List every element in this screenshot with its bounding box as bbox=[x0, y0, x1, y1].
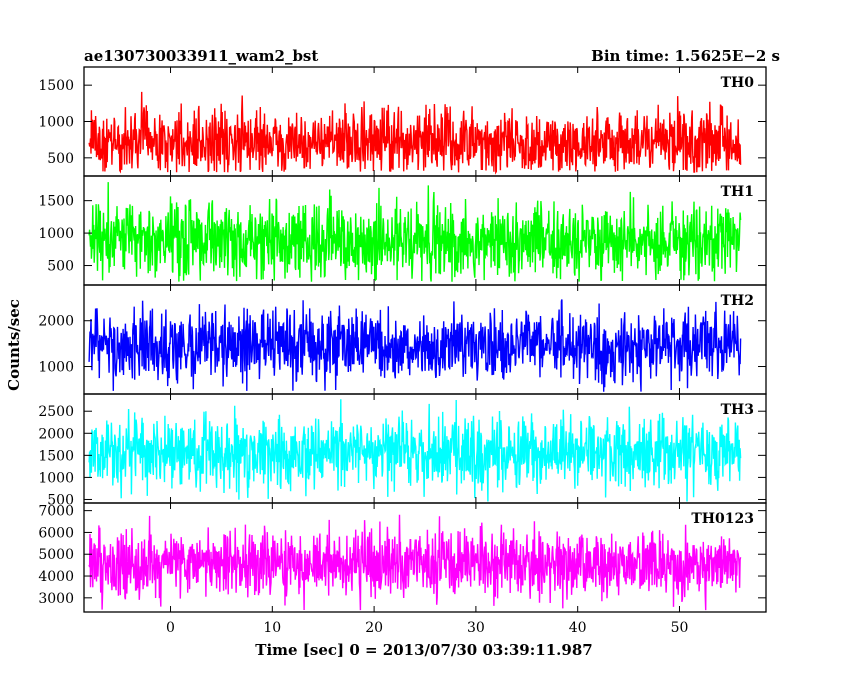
panel-th3: 500 1000 1500 2000 2500 TH3 bbox=[38, 393, 767, 508]
panel-label: TH2 bbox=[721, 293, 754, 309]
y-tick-label: 7000 bbox=[38, 504, 74, 520]
y-tick-label: 5000 bbox=[38, 547, 74, 563]
panel-label: TH1 bbox=[721, 184, 754, 200]
y-tick-label: 1500 bbox=[38, 78, 74, 94]
y-tick-label: 1000 bbox=[38, 115, 74, 131]
x-tick-label: 30 bbox=[467, 620, 485, 636]
chart-title: ae130730033911_wam2_bst bbox=[84, 47, 318, 65]
panel-th0: 500 1000 1500 TH0 bbox=[38, 66, 767, 177]
x-tick-label: 40 bbox=[569, 620, 587, 636]
y-tick-label: 6000 bbox=[38, 525, 74, 541]
panel-label: TH3 bbox=[721, 402, 754, 418]
series-line-th2 bbox=[88, 299, 742, 392]
x-axis: 0 10 20 30 40 50 bbox=[166, 620, 688, 636]
y-tick-label: 1500 bbox=[38, 194, 74, 210]
y-axis-label: Counts/sec bbox=[5, 299, 23, 391]
x-tick-label: 0 bbox=[166, 620, 175, 636]
panel-th2: 1000 2000 TH2 bbox=[38, 284, 767, 395]
y-tick-label: 500 bbox=[47, 492, 74, 508]
panel-th0123: 3000 4000 5000 6000 7000 TH0123 bbox=[38, 502, 767, 613]
y-tick-label: 500 bbox=[47, 151, 74, 167]
y-tick-label: 2000 bbox=[38, 426, 74, 442]
y-tick-label: 2000 bbox=[38, 314, 74, 330]
y-tick-label: 3000 bbox=[38, 591, 74, 607]
series-line-th3 bbox=[88, 399, 742, 502]
x-tick-label: 10 bbox=[263, 620, 281, 636]
panel-frame bbox=[83, 502, 767, 613]
panel-label: TH0123 bbox=[691, 511, 754, 527]
x-tick-label: 50 bbox=[671, 620, 689, 636]
panel-label: TH0 bbox=[721, 75, 755, 91]
y-tick-label: 1000 bbox=[38, 470, 74, 486]
y-tick-label: 2500 bbox=[38, 404, 74, 420]
y-tick-label: 1500 bbox=[38, 448, 74, 464]
y-tick-label: 1000 bbox=[38, 360, 74, 376]
y-tick-label: 500 bbox=[47, 259, 74, 275]
series-line-th0 bbox=[88, 91, 742, 175]
series-line-th1 bbox=[88, 182, 742, 282]
panel-th1: 500 1000 1500 TH1 bbox=[38, 175, 767, 286]
y-tick-label: 4000 bbox=[38, 569, 74, 585]
x-axis-label: Time [sec] 0 = 2013/07/30 03:39:11.987 bbox=[255, 641, 592, 659]
bin-time-label: Bin time: 1.5625E−2 s bbox=[591, 47, 780, 65]
y-tick-label: 1000 bbox=[38, 226, 74, 242]
panels-group: 500 1000 1500 TH0 500 1000 1500 TH1 1000 2000 TH2 5… bbox=[38, 66, 767, 613]
series-line-th0123 bbox=[88, 514, 742, 611]
x-tick-label: 20 bbox=[365, 620, 383, 636]
